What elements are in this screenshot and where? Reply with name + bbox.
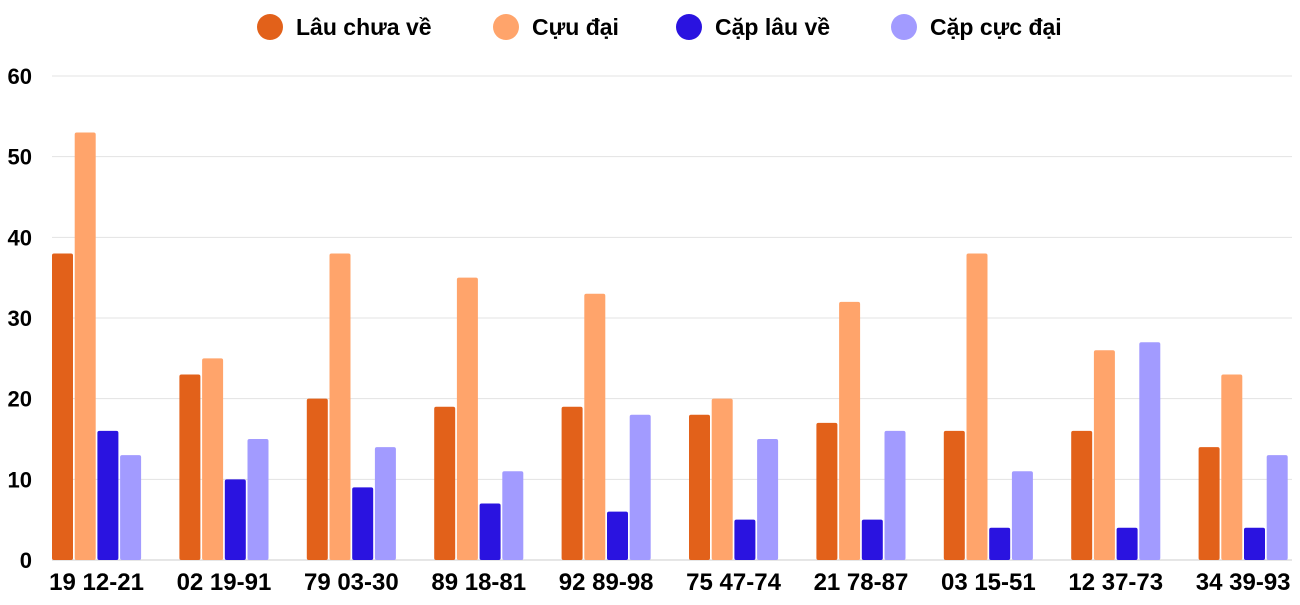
bar-0 (561, 406, 583, 560)
x-tick-label: 34 39-93 (1196, 569, 1291, 596)
legend-swatch-icon (676, 14, 702, 40)
legend-swatch-icon (257, 14, 283, 40)
bar-1 (1093, 350, 1115, 560)
bar-0 (689, 414, 710, 560)
bar-1 (202, 358, 224, 560)
bar-2 (479, 503, 501, 560)
bar-3 (629, 414, 651, 560)
legend-label: Cựu đại (532, 14, 619, 40)
legend-label: Lâu chưa về (296, 14, 432, 40)
bar-2 (224, 479, 246, 560)
bar-3 (1011, 471, 1033, 560)
bar-1 (711, 398, 733, 560)
x-tick-label: 79 03-30 (304, 569, 399, 596)
bar-1 (966, 253, 988, 560)
bar-0 (52, 253, 73, 560)
bar-0 (1071, 430, 1093, 560)
x-tick-label: 19 12-21 (49, 569, 144, 596)
bar-3 (1139, 342, 1161, 560)
bar-1 (1221, 374, 1243, 560)
y-tick-label: 30 (8, 306, 32, 331)
x-tick-label: 92 89-98 (559, 569, 654, 596)
legend-label: Cặp lâu về (715, 14, 830, 40)
x-tick-label: 12 37-73 (1068, 569, 1163, 596)
bar-0 (1198, 447, 1220, 560)
bar-1 (456, 277, 478, 560)
legend-swatch-icon (493, 14, 519, 40)
x-tick-label: 03 15-51 (941, 569, 1036, 596)
bar-1 (74, 132, 96, 560)
y-tick-label: 40 (8, 225, 32, 250)
bar-2 (861, 519, 883, 560)
bar-0 (434, 406, 456, 560)
bar-2 (1244, 527, 1265, 560)
bar-1 (329, 253, 351, 560)
bar-2 (97, 430, 119, 560)
x-tick-label: 75 47-74 (686, 569, 781, 596)
bar-0 (943, 430, 965, 560)
x-tick-label: 89 18-81 (431, 569, 526, 596)
legend-swatch-icon (891, 14, 917, 40)
bar-0 (816, 422, 838, 560)
bar-2 (734, 519, 756, 560)
y-tick-label: 20 (8, 387, 32, 412)
bar-2 (1116, 527, 1138, 560)
y-tick-label: 10 (8, 467, 32, 492)
x-tick-label: 21 78-87 (814, 569, 909, 596)
bar-0 (179, 374, 201, 560)
bar-3 (374, 447, 396, 560)
bar-2 (607, 511, 628, 560)
bar-3 (247, 439, 269, 560)
bar-3 (502, 471, 524, 560)
bar-3 (120, 455, 142, 560)
y-tick-label: 60 (8, 64, 32, 89)
y-tick-label: 50 (8, 145, 32, 170)
bar-2 (352, 487, 374, 560)
bar-3 (1266, 455, 1288, 560)
bar-3 (757, 439, 779, 560)
x-tick-label: 02 19-91 (177, 569, 272, 596)
bar-3 (884, 430, 906, 560)
legend-label: Cặp cực đại (930, 14, 1062, 40)
y-tick-label: 0 (20, 548, 32, 573)
bar-2 (989, 527, 1011, 560)
bar-1 (584, 293, 606, 560)
bar-0 (306, 398, 328, 560)
bar-1 (839, 301, 861, 560)
